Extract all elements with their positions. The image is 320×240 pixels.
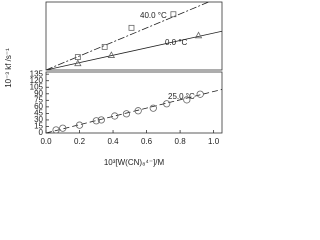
point: [74, 59, 82, 67]
point: [59, 124, 67, 132]
point: [134, 107, 142, 115]
y-tick-label: 15: [34, 122, 43, 131]
point: [128, 24, 135, 31]
point: [122, 110, 131, 118]
point: [92, 117, 100, 125]
x-tick-label: 0.4: [107, 137, 119, 146]
fit-line: [46, 2, 209, 70]
y-tick-label: 0: [39, 128, 44, 137]
annotation: 25.0 °C: [168, 92, 195, 101]
point: [196, 90, 204, 98]
x-tick-label: 0.2: [74, 137, 86, 146]
x-tick-label: 0.6: [141, 137, 153, 146]
y-tick-label: 90: [34, 89, 43, 98]
point: [183, 96, 191, 104]
chart: 40.0 °C 0.0 °C 25.0 °C 10⁻³ kf /s⁻¹ 10³[…: [4, 1, 223, 167]
point: [101, 43, 108, 50]
point: [107, 51, 116, 58]
point: [52, 126, 60, 134]
point: [97, 116, 105, 124]
annotation: 40.0 °C: [140, 11, 167, 20]
point: [170, 11, 177, 18]
fit-line: [46, 30, 222, 70]
x-tick-label: 0.0: [40, 137, 52, 146]
annotation: 0.0 °C: [165, 38, 188, 47]
top-frame: [45, 1, 223, 71]
y-tick-label: 75: [34, 95, 43, 104]
y-tick-label: 60: [34, 102, 43, 111]
point: [111, 112, 119, 120]
point: [163, 100, 171, 108]
y-tick-label: 120: [30, 76, 44, 85]
bottom-frame: [45, 71, 223, 134]
point: [75, 121, 84, 129]
point: [194, 31, 203, 39]
y-tick-label: 45: [34, 109, 43, 118]
x-tick-label: 0.8: [175, 137, 187, 146]
y-axis-label: 10⁻³ kf /s⁻¹: [4, 48, 13, 88]
y-tick-label: 30: [34, 115, 43, 124]
point: [149, 104, 157, 112]
y-tick-label: 135: [30, 69, 44, 78]
x-axis-label: 10³[W(CN)₈⁴⁻]/M: [104, 158, 165, 167]
y-tick-label: 105: [30, 82, 44, 91]
fit-line: [46, 89, 222, 133]
x-tick-label: 1.0: [208, 137, 220, 146]
